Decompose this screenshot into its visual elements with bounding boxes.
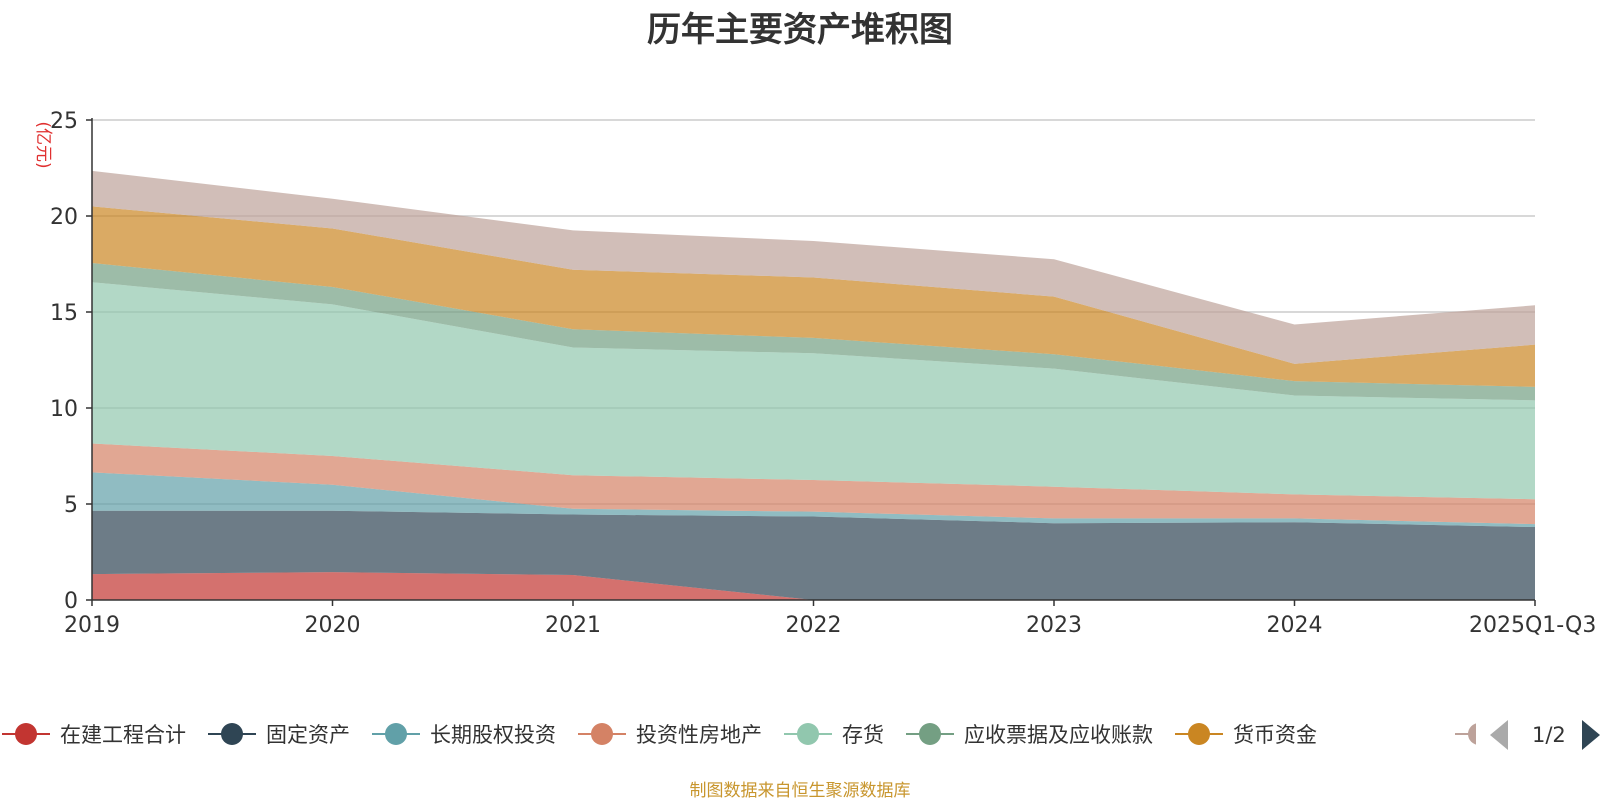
legend-marker-icon	[591, 723, 613, 745]
y-tick-label: 0	[64, 589, 78, 614]
x-tick-label: 2023	[1026, 613, 1082, 638]
legend-marker-icon	[15, 723, 37, 745]
axes: 0 5 10 15 20 25 2019 2020 2021 2022 2023 2024 2025Q1…	[33, 109, 1596, 638]
legend-item: 投资性房地产	[578, 723, 762, 747]
x-tick-label: 2019	[64, 613, 120, 638]
y-tick-label: 15	[50, 301, 78, 326]
legend-marker-icon	[385, 723, 407, 745]
legend-prev-page-icon[interactable]	[1490, 720, 1508, 750]
chart-title: 历年主要资产堆积图	[647, 10, 953, 50]
legend-item: 在建工程合计	[2, 723, 186, 747]
area-其他	[92, 170, 1535, 364]
y-axis-unit: (亿元)	[33, 121, 53, 168]
legend-label: 投资性房地产	[636, 723, 762, 747]
x-tick-label: 2024	[1267, 613, 1323, 638]
area-存货	[92, 282, 1535, 500]
legend-label: 存货	[842, 723, 884, 747]
legend-marker-icon	[221, 723, 243, 745]
area-货币资金	[92, 206, 1535, 387]
area-固定资产	[92, 510, 1535, 600]
legend: 在建工程合计 固定资产 长期股权投资 投资性房地产 存货 应收票据及应收账款 货币资金 1/2	[2, 720, 1600, 750]
area-series	[92, 170, 1535, 600]
legend-item: 存货	[784, 723, 884, 747]
y-tick-label: 5	[64, 493, 78, 518]
area-应收票据及应收账款	[92, 263, 1535, 401]
legend-next-page-icon[interactable]	[1582, 720, 1600, 750]
legend-item-partial	[1455, 723, 1476, 745]
x-tick-label: 2020	[305, 613, 361, 638]
y-tick-label: 20	[50, 205, 78, 230]
area-投资性房地产	[92, 443, 1535, 525]
x-tick-label: 2022	[786, 613, 842, 638]
y-tick-label: 10	[50, 397, 78, 422]
legend-label: 应收票据及应收账款	[964, 723, 1153, 747]
legend-label: 长期股权投资	[430, 723, 556, 747]
legend-marker-icon	[1468, 723, 1476, 745]
area-在建工程合计	[92, 572, 1535, 600]
legend-item: 应收票据及应收账款	[906, 723, 1153, 747]
legend-marker-icon	[797, 723, 819, 745]
legend-item: 长期股权投资	[372, 723, 556, 747]
legend-marker-icon	[919, 723, 941, 745]
x-tick-label: 2021	[545, 613, 601, 638]
legend-marker-icon	[1188, 723, 1210, 745]
y-tick-label: 25	[50, 109, 78, 134]
legend-label: 货币资金	[1233, 723, 1317, 747]
legend-page-indicator: 1/2	[1532, 723, 1566, 747]
area-长期股权投资	[92, 472, 1535, 528]
legend-label: 在建工程合计	[60, 723, 186, 747]
data-source-note: 制图数据来自恒生聚源数据库	[689, 781, 911, 801]
x-tick-label: 2025Q1-Q3	[1469, 613, 1596, 638]
legend-item: 固定资产	[208, 723, 350, 747]
legend-label: 固定资产	[266, 723, 350, 747]
legend-item: 货币资金	[1175, 723, 1317, 747]
